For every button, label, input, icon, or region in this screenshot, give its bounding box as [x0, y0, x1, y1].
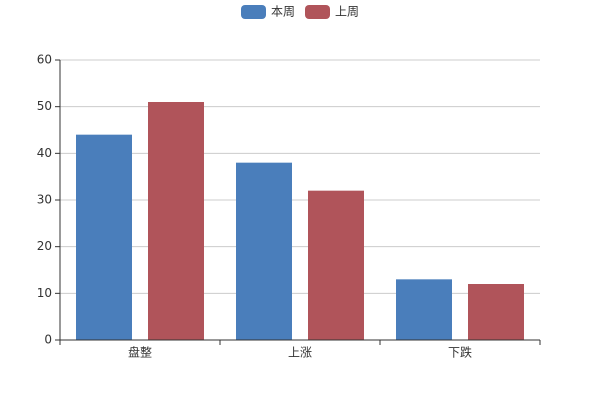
y-tick-label: 30	[37, 193, 52, 207]
legend-label[interactable]: 上周	[335, 5, 359, 19]
bar[interactable]	[236, 162, 292, 340]
y-tick-label: 0	[44, 333, 52, 347]
legend-swatch[interactable]	[241, 5, 266, 19]
x-tick-label: 下跌	[448, 345, 472, 360]
y-tick-label: 20	[37, 239, 52, 253]
bar[interactable]	[396, 279, 452, 340]
legend-label[interactable]: 本周	[271, 5, 295, 19]
x-tick-label: 上涨	[288, 345, 312, 360]
x-tick-label: 盘整	[128, 345, 152, 360]
bar[interactable]	[148, 102, 204, 340]
bar[interactable]	[308, 190, 364, 340]
legend-swatch[interactable]	[305, 5, 330, 19]
y-tick-label: 10	[37, 286, 52, 300]
y-tick-label: 50	[37, 99, 52, 113]
bar[interactable]	[468, 284, 524, 340]
bar[interactable]	[76, 134, 132, 340]
y-tick-label: 40	[37, 146, 52, 160]
y-tick-label: 60	[37, 53, 52, 67]
